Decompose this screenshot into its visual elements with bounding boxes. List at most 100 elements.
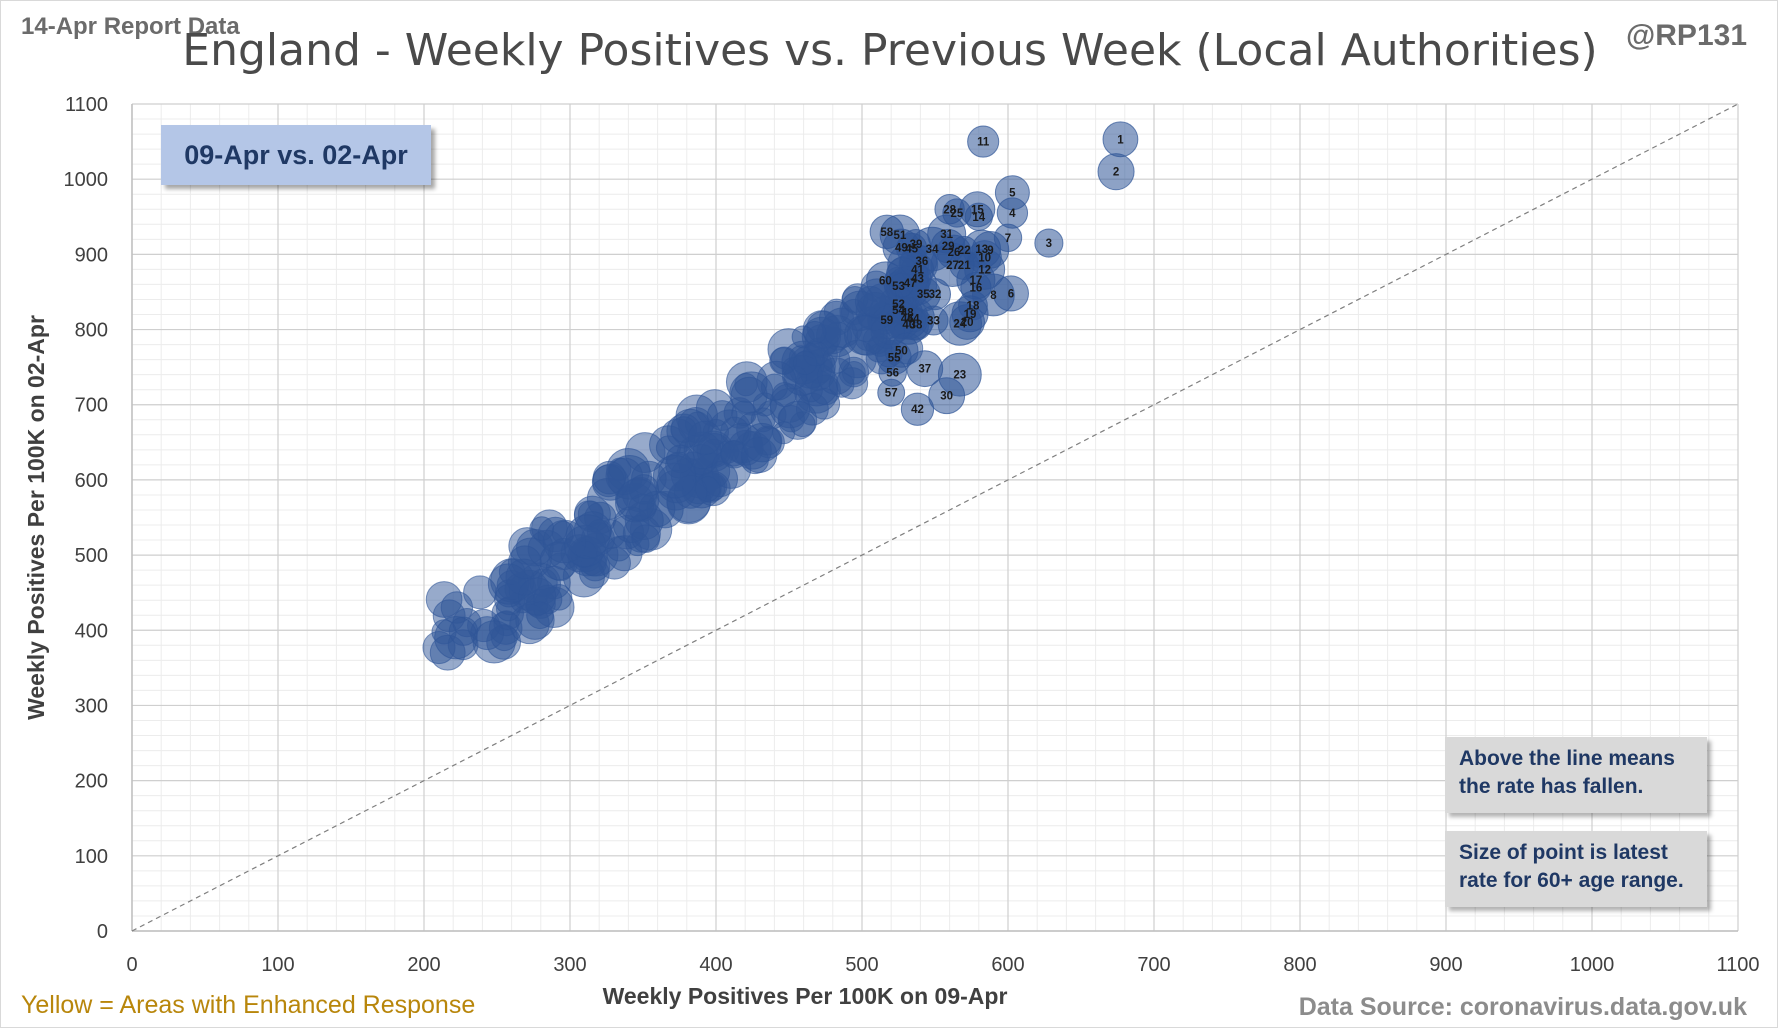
bubble-label: 39 — [910, 239, 923, 251]
bubble-point — [994, 175, 1030, 211]
bubble-label: 25 — [951, 208, 964, 220]
bubble-point — [928, 377, 966, 415]
bubble-point — [687, 420, 723, 456]
bubble-label: 46 — [901, 313, 914, 325]
bubble-label: 7 — [1005, 233, 1011, 245]
bubble-label: 28 — [943, 204, 956, 216]
line-note-text-2: the rate has fallen. — [1459, 775, 1644, 798]
bubble-label-layer: 1234567891011121314151617181920212223242… — [879, 134, 1124, 416]
bubble-label: 51 — [894, 230, 907, 242]
x-axis-label: Weekly Positives Per 100K on 09-Apr — [603, 983, 1008, 1009]
y-axis-ticks: 0 100 200 300 400 500 600 700 800 900 1000 1100 — [64, 94, 109, 943]
x-tick-label: 900 — [1429, 954, 1462, 976]
bubble-label: 22 — [958, 245, 971, 257]
bubble-layer — [422, 121, 1139, 671]
x-tick-label: 400 — [699, 954, 732, 976]
bubble-label: 48 — [901, 307, 914, 319]
x-tick-label: 800 — [1283, 954, 1316, 976]
bubble-label: 37 — [918, 364, 931, 376]
bubble-label: 53 — [892, 281, 905, 293]
bubble-point — [1097, 153, 1135, 191]
bubble-point — [434, 615, 478, 660]
bubble-point — [592, 460, 627, 495]
bubble-label: 43 — [911, 273, 924, 285]
bubble-label: 44 — [907, 313, 920, 325]
bubble-point — [900, 392, 935, 426]
bubble-label: 16 — [969, 282, 982, 294]
bubble-label: 47 — [904, 278, 917, 290]
bubble-label: 45 — [905, 243, 918, 255]
y-tick-label: 1000 — [64, 169, 109, 191]
bubble-point — [472, 620, 516, 664]
x-tick-label: 700 — [1137, 954, 1170, 976]
y-tick-label: 0 — [97, 921, 108, 943]
bubble-label: 12 — [978, 264, 991, 276]
x-tick-label: 0 — [126, 954, 137, 976]
size-explanation-note: Size of point is latest rate for 60+ age… — [1445, 831, 1707, 907]
bubble-label: 34 — [926, 244, 939, 256]
bubble-label: 9 — [987, 245, 993, 257]
reference-line — [131, 103, 1739, 932]
y-tick-label: 900 — [75, 244, 108, 266]
bubble-label: 29 — [942, 241, 955, 253]
period-label-box: 09-Apr vs. 02-Apr — [161, 125, 431, 185]
bubble-point — [967, 125, 1000, 158]
bubble-label: 52 — [892, 299, 905, 311]
bubble-label: 40 — [902, 319, 915, 331]
bubble-label: 32 — [929, 289, 942, 301]
bubble-label: 31 — [940, 229, 953, 241]
bubble-point — [616, 478, 660, 522]
bubble-label: 19 — [964, 309, 977, 321]
bubble-label: 3 — [1046, 238, 1052, 250]
x-tick-label: 200 — [407, 954, 440, 976]
y-axis-label: Weekly Positives Per 100K on 02-Apr — [23, 315, 49, 720]
line-explanation-note: Above the line means the rate has fallen… — [1445, 737, 1707, 813]
bubble-label: 21 — [958, 260, 971, 272]
x-tick-label: 500 — [845, 954, 878, 976]
bubble-label: 50 — [895, 346, 908, 358]
author-handle: @RP131 — [1626, 19, 1747, 52]
bubble-label: 5 — [1009, 188, 1016, 200]
chart-title: England - Weekly Positives vs. Previous … — [182, 25, 1598, 76]
bubble-label: 8 — [990, 290, 997, 302]
bubble-point — [886, 256, 919, 290]
bubble-point — [772, 421, 796, 445]
x-axis-ticks: 0 100 200 300 400 500 600 700 800 900 1000 1100 — [126, 954, 1759, 976]
enhanced-response-legend: Yellow = Areas with Enhanced Response — [21, 991, 476, 1019]
bubble-label: 49 — [895, 243, 908, 255]
y-tick-label: 200 — [75, 771, 108, 793]
y-tick-label: 400 — [75, 620, 108, 642]
bubble-point — [652, 454, 697, 499]
line-note-text-1: Above the line means — [1459, 747, 1675, 770]
bubble-label: 24 — [953, 319, 966, 331]
bubble-label: 26 — [948, 247, 961, 259]
bubble-label: 59 — [880, 315, 893, 327]
x-tick-label: 600 — [991, 954, 1024, 976]
y-tick-label: 1100 — [65, 94, 108, 116]
y-tick-label: 700 — [75, 395, 108, 417]
bubble-label: 23 — [953, 370, 966, 382]
bubble-label: 55 — [888, 352, 901, 364]
bubble-label: 6 — [1008, 288, 1014, 300]
bubble-point — [869, 214, 905, 250]
bubble-label: 41 — [911, 264, 924, 276]
y-tick-label: 300 — [75, 695, 108, 717]
bubble-label: 35 — [917, 289, 930, 301]
bubble-point — [565, 514, 611, 560]
bubble-label: 1 — [1117, 134, 1124, 146]
bubble-point — [891, 332, 924, 365]
bubble-label: 20 — [961, 317, 974, 329]
y-tick-label: 100 — [75, 846, 108, 868]
bubble-label: 18 — [967, 300, 980, 312]
bubble-point — [792, 350, 818, 376]
size-note-text-1: Size of point is latest — [1459, 841, 1668, 864]
reference-line-group — [131, 103, 1739, 932]
bubble-point — [518, 577, 557, 616]
bubble-point — [507, 545, 542, 580]
bubble-label: 60 — [879, 276, 892, 288]
report-date-label: 14-Apr Report Data — [21, 13, 240, 40]
bubble-point — [730, 376, 768, 414]
bubble-label: 13 — [975, 244, 988, 256]
bubble-point — [877, 378, 906, 407]
